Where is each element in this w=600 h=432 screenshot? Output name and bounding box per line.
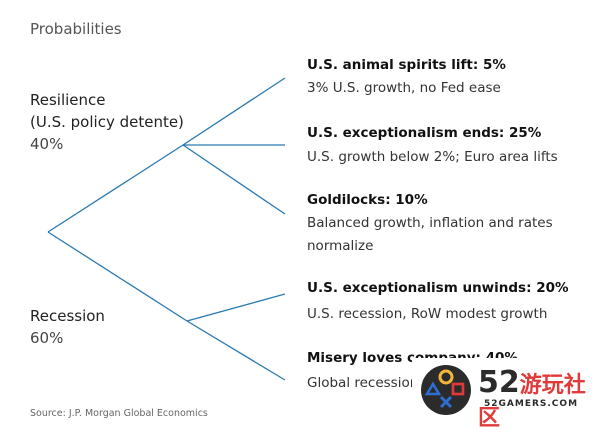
branch-resilience-to-animal-spirits — [182, 77, 286, 146]
recession-probability: 60% — [30, 329, 64, 347]
recession-label: Recession — [30, 307, 105, 325]
leaf-animal-spirits-desc: 3% U.S. growth, no Fed ease — [307, 80, 501, 96]
branch-recession-to-exceptionalism-unwinds — [186, 293, 286, 322]
leaf-exceptionalism-ends-desc: U.S. growth below 2%; Euro area lifts — [307, 149, 558, 165]
branch-root-to-recession — [47, 231, 188, 322]
leaf-goldilocks-desc-line2: normalize — [307, 238, 374, 254]
leaf-exceptionalism-unwinds-desc: U.S. recession, RoW modest growth — [307, 306, 548, 322]
resilience-probability: 40% — [30, 135, 64, 153]
leaf-goldilocks-title: Goldilocks: 10% — [307, 192, 428, 208]
resilience-label: Resilience — [30, 91, 106, 109]
diagram-title: Probabilities — [30, 20, 122, 38]
leaf-goldilocks-desc-line1: Balanced growth, inflation and rates — [307, 215, 553, 231]
resilience-sublabel: (U.S. policy detente) — [30, 113, 184, 131]
gamepad-buttons-icon — [421, 365, 471, 415]
branch-resilience-to-goldilocks — [182, 144, 286, 215]
watermark-logo: 52游玩社区 52GAMERS.COM — [412, 358, 600, 431]
leaf-animal-spirits-title: U.S. animal spirits lift: 5% — [307, 57, 506, 73]
source-note: Source: J.P. Morgan Global Economics — [30, 408, 208, 419]
watermark-domain: 52GAMERS.COM — [484, 399, 579, 409]
leaf-exceptionalism-ends-title: U.S. exceptionalism ends: 25% — [307, 125, 542, 141]
branch-root-to-resilience — [47, 144, 184, 233]
leaf-misery-desc: Global recession — [307, 375, 419, 391]
leaf-exceptionalism-unwinds-title: U.S. exceptionalism unwinds: 20% — [307, 280, 569, 296]
branch-recession-to-misery — [186, 320, 286, 381]
